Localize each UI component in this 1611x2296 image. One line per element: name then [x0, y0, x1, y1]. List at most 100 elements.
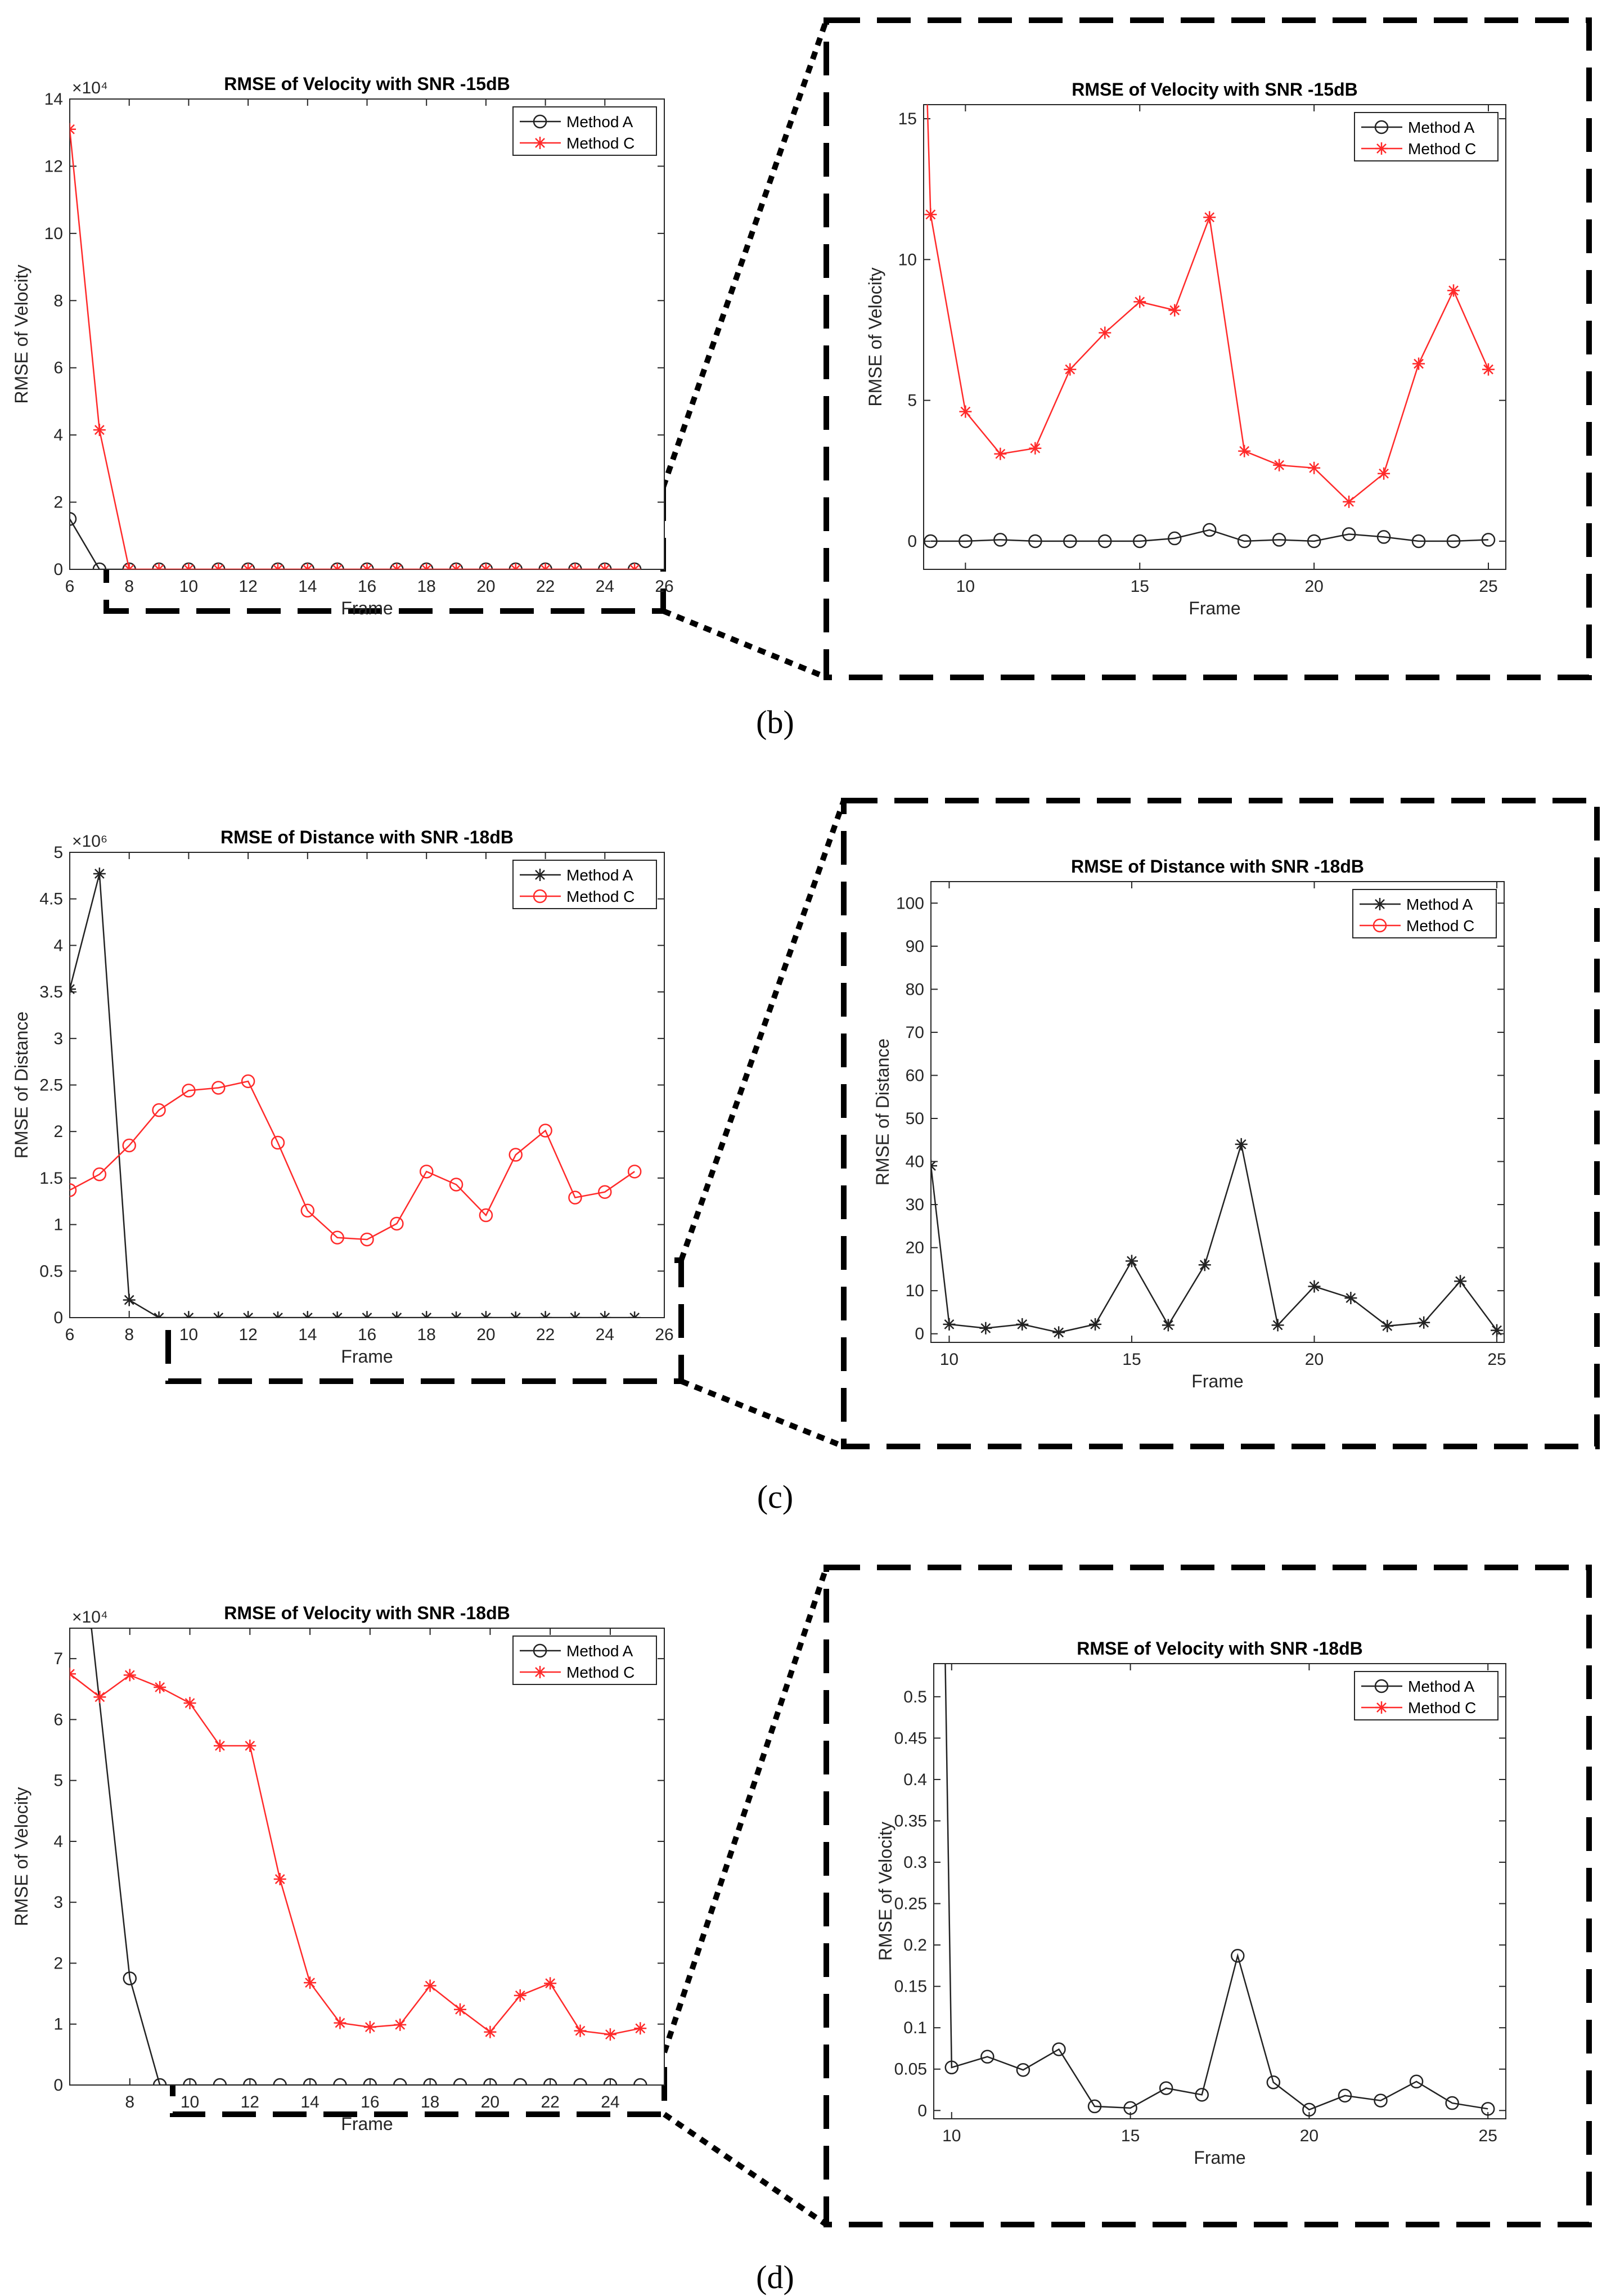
- data-point: [271, 1311, 284, 1318]
- legend-label: Method C: [1408, 1699, 1476, 1717]
- data-point: [1016, 1318, 1029, 1331]
- data-point: [93, 868, 106, 880]
- data-point: [958, 534, 973, 549]
- data-point: [538, 1124, 552, 1138]
- data-point: [182, 563, 195, 569]
- data-point: [450, 1311, 463, 1318]
- data-point: [363, 2078, 377, 2085]
- y-tick-label: 0.45: [894, 1729, 927, 1747]
- y-tick-label: 20: [906, 1239, 924, 1257]
- data-point: [483, 2078, 497, 2085]
- data-point: [569, 1311, 582, 1318]
- data-point: [959, 405, 972, 418]
- series-line-0: [944, 1664, 1488, 2111]
- data-point: [479, 1311, 492, 1318]
- data-point: [152, 563, 165, 569]
- data-point: [1235, 1138, 1248, 1151]
- data-point: [1099, 326, 1112, 339]
- series-layer: [938, 1608, 1495, 2117]
- data-point: [424, 1979, 436, 1992]
- x-tick-label: 8: [125, 2093, 134, 2111]
- data-point: [420, 563, 433, 569]
- y-tick-label: 5: [907, 392, 917, 410]
- data-point: [1447, 284, 1460, 297]
- y-tick-label: 0.05: [894, 2060, 927, 2079]
- x-tick-label: 6: [65, 577, 75, 596]
- x-tick-label: 26: [655, 1326, 673, 1344]
- y-tick-label: 10: [898, 250, 917, 269]
- y-tick-label: 0.25: [894, 1895, 927, 1913]
- legend-marker: [1372, 918, 1387, 933]
- data-point: [479, 563, 492, 569]
- legend-marker: [533, 1643, 547, 1658]
- data-point: [70, 123, 76, 136]
- x-tick-label: 12: [238, 1326, 257, 1344]
- data-point: [1491, 1324, 1504, 1337]
- data-point: [152, 1103, 166, 1117]
- data-point: [300, 1203, 315, 1218]
- x-tick-label: 12: [241, 2093, 259, 2111]
- plot-area: [69, 1628, 665, 2086]
- data-point: [1344, 1292, 1357, 1305]
- x-tick-label: 16: [358, 577, 376, 596]
- data-point: [539, 563, 552, 569]
- data-point: [627, 1165, 642, 1179]
- data-point: [1123, 2101, 1137, 2115]
- legend-label: Method A: [1408, 1678, 1475, 1695]
- data-point: [1029, 442, 1042, 455]
- chart-title: RMSE of Velocity with SNR -18dB: [224, 1603, 510, 1623]
- y-tick-label: 12: [44, 157, 63, 176]
- x-tick-label: 6: [65, 1326, 75, 1344]
- data-point: [331, 1311, 344, 1318]
- y-tick-label: 0.1: [903, 2019, 927, 2037]
- data-point: [1308, 461, 1321, 474]
- y-tick-label: 1.5: [39, 1169, 63, 1188]
- data-point: [1052, 1326, 1065, 1339]
- data-point: [1338, 2088, 1352, 2103]
- legend-marker: [1374, 898, 1386, 910]
- panel-label-c: (c): [757, 1479, 793, 1515]
- data-point: [938, 1608, 951, 1620]
- legend: Method A Method C: [1352, 889, 1497, 938]
- chart-b-zoom: 10 15 20 25 0 5 10 15 RMSE of Velocity with SNR …: [865, 79, 1506, 618]
- connector-c-top: [678, 799, 847, 1261]
- y-tick-label: 0.5: [903, 1688, 927, 1706]
- data-point: [634, 2022, 647, 2035]
- y-tick-label: 8: [53, 291, 63, 310]
- data-point: [1445, 2096, 1459, 2110]
- y-tick-label: 15: [898, 110, 917, 128]
- x-tick-label: 18: [421, 2093, 439, 2111]
- y-tick-label: 60: [906, 1066, 924, 1085]
- data-point: [213, 2078, 227, 2085]
- x-tick-label: 15: [1122, 1350, 1141, 1369]
- y-axis-label: RMSE of Velocity: [11, 264, 32, 403]
- data-point: [273, 1873, 286, 1886]
- legend-label: Method C: [1406, 917, 1474, 934]
- data-point: [271, 563, 284, 569]
- data-point: [423, 2078, 437, 2085]
- data-point: [450, 563, 463, 569]
- data-point: [628, 1311, 641, 1318]
- data-point: [1411, 534, 1426, 549]
- data-point: [924, 534, 938, 549]
- y-exponent-label: ×10⁴: [72, 79, 108, 97]
- x-tick-label: 24: [596, 1326, 614, 1344]
- y-tick-label: 4: [53, 426, 63, 444]
- x-tick-label: 18: [417, 1326, 436, 1344]
- chart-c-zoom: 10 15 20 25 0 10 20 30 40 50 60 70 80 90 100 RMSE of Di…: [872, 856, 1506, 1391]
- data-point: [1063, 534, 1077, 549]
- data-point: [1064, 363, 1077, 376]
- data-point: [924, 208, 937, 221]
- y-axis-label: RMSE of Velocity: [865, 267, 885, 406]
- data-point: [70, 512, 77, 526]
- data-point: [182, 1084, 196, 1098]
- legend-label: Method A: [566, 113, 633, 131]
- x-tick-label: 22: [536, 577, 555, 596]
- data-point: [979, 1322, 992, 1335]
- data-point: [1409, 2074, 1424, 2089]
- data-point: [1167, 531, 1182, 546]
- chart-title: RMSE of Distance with SNR -18dB: [220, 827, 514, 847]
- y-tick-label: 2.5: [39, 1076, 63, 1095]
